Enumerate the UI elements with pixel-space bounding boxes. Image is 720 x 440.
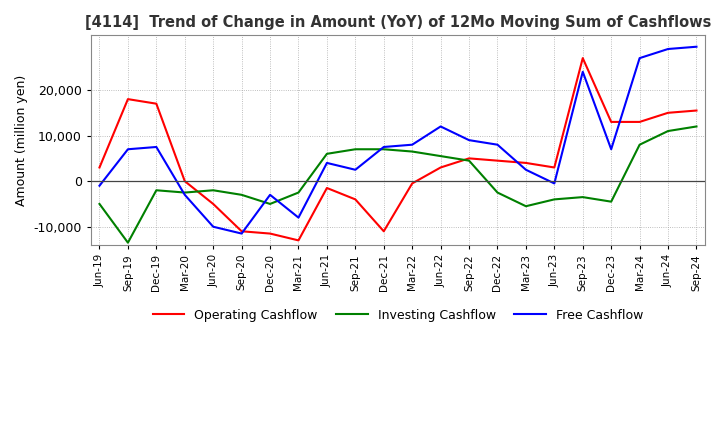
Operating Cashflow — [152, 101, 161, 106]
Operating Cashflow — [124, 96, 132, 102]
Operating Cashflow — [635, 119, 644, 125]
Line: Operating Cashflow: Operating Cashflow — [99, 58, 696, 240]
Free Cashflow — [294, 215, 303, 220]
Operating Cashflow — [209, 202, 217, 207]
Legend: Operating Cashflow, Investing Cashflow, Free Cashflow: Operating Cashflow, Investing Cashflow, … — [148, 304, 648, 327]
Free Cashflow — [521, 167, 530, 172]
Free Cashflow — [323, 160, 331, 165]
Investing Cashflow — [550, 197, 559, 202]
Operating Cashflow — [181, 179, 189, 184]
Free Cashflow — [209, 224, 217, 229]
Operating Cashflow — [238, 229, 246, 234]
Investing Cashflow — [607, 199, 616, 204]
Free Cashflow — [266, 192, 274, 198]
Investing Cashflow — [181, 190, 189, 195]
Operating Cashflow — [521, 160, 530, 165]
Free Cashflow — [664, 46, 672, 51]
Operating Cashflow — [607, 119, 616, 125]
Free Cashflow — [635, 55, 644, 61]
Investing Cashflow — [351, 147, 360, 152]
Free Cashflow — [493, 142, 502, 147]
Title: [4114]  Trend of Change in Amount (YoY) of 12Mo Moving Sum of Cashflows: [4114] Trend of Change in Amount (YoY) o… — [85, 15, 711, 30]
Free Cashflow — [692, 44, 701, 49]
Operating Cashflow — [664, 110, 672, 115]
Investing Cashflow — [464, 158, 473, 163]
Investing Cashflow — [124, 240, 132, 246]
Free Cashflow — [436, 124, 445, 129]
Free Cashflow — [607, 147, 616, 152]
Investing Cashflow — [323, 151, 331, 157]
Investing Cashflow — [238, 192, 246, 198]
Investing Cashflow — [95, 202, 104, 207]
Line: Free Cashflow: Free Cashflow — [99, 47, 696, 234]
Free Cashflow — [124, 147, 132, 152]
Investing Cashflow — [436, 154, 445, 159]
Investing Cashflow — [664, 128, 672, 134]
Investing Cashflow — [692, 124, 701, 129]
Investing Cashflow — [493, 190, 502, 195]
Investing Cashflow — [578, 194, 587, 200]
Operating Cashflow — [436, 165, 445, 170]
Investing Cashflow — [152, 187, 161, 193]
Free Cashflow — [238, 231, 246, 236]
Operating Cashflow — [550, 165, 559, 170]
Investing Cashflow — [209, 187, 217, 193]
Free Cashflow — [351, 167, 360, 172]
Operating Cashflow — [266, 231, 274, 236]
Operating Cashflow — [493, 158, 502, 163]
Free Cashflow — [181, 192, 189, 198]
Y-axis label: Amount (million yen): Amount (million yen) — [15, 74, 28, 206]
Operating Cashflow — [692, 108, 701, 113]
Investing Cashflow — [294, 190, 303, 195]
Free Cashflow — [550, 181, 559, 186]
Free Cashflow — [379, 144, 388, 150]
Operating Cashflow — [351, 197, 360, 202]
Operating Cashflow — [323, 185, 331, 191]
Operating Cashflow — [95, 165, 104, 170]
Free Cashflow — [464, 138, 473, 143]
Operating Cashflow — [464, 156, 473, 161]
Free Cashflow — [408, 142, 416, 147]
Operating Cashflow — [379, 229, 388, 234]
Investing Cashflow — [408, 149, 416, 154]
Investing Cashflow — [379, 147, 388, 152]
Operating Cashflow — [294, 238, 303, 243]
Line: Investing Cashflow: Investing Cashflow — [99, 126, 696, 243]
Free Cashflow — [95, 183, 104, 188]
Investing Cashflow — [521, 204, 530, 209]
Operating Cashflow — [578, 55, 587, 61]
Operating Cashflow — [408, 181, 416, 186]
Free Cashflow — [152, 144, 161, 150]
Free Cashflow — [578, 69, 587, 74]
Investing Cashflow — [266, 202, 274, 207]
Investing Cashflow — [635, 142, 644, 147]
